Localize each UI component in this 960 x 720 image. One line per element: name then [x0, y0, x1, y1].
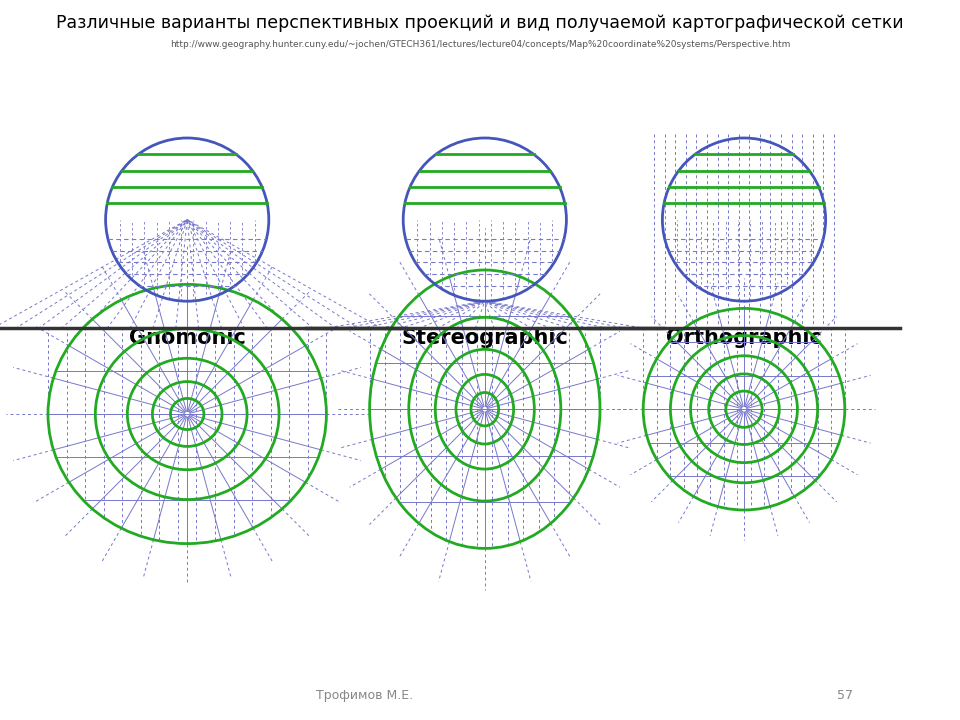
- Text: Gnomonic: Gnomonic: [129, 328, 246, 348]
- Text: 57: 57: [837, 689, 852, 702]
- Text: Различные варианты перспективных проекций и вид получаемой картографической сетк: Различные варианты перспективных проекци…: [57, 14, 903, 32]
- Text: Трофимов М.Е.: Трофимов М.Е.: [316, 689, 414, 702]
- Text: Orthographic: Orthographic: [666, 328, 822, 348]
- Text: Stereographic: Stereographic: [401, 328, 568, 348]
- Text: http://www.geography.hunter.cuny.edu/~jochen/GTECH361/lectures/lecture04/concept: http://www.geography.hunter.cuny.edu/~jo…: [170, 40, 790, 49]
